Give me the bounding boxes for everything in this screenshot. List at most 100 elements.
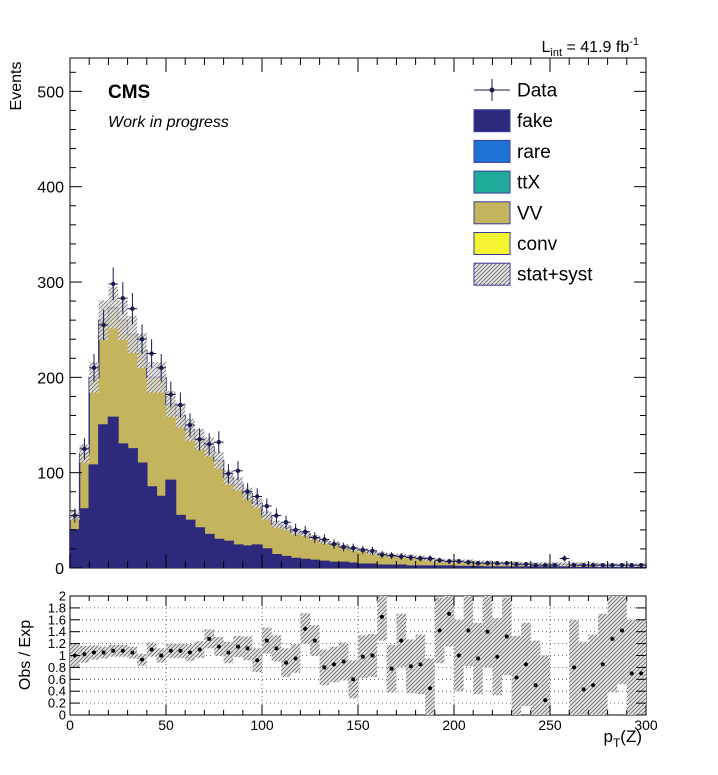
main-axes: 0 100 200 300 400 500 [37,58,647,578]
data-point [619,562,625,568]
ratio-point [380,614,384,619]
vv-bar [415,557,426,567]
band-segment [271,520,282,528]
fake-bar [127,448,138,568]
data-point [456,559,461,564]
vv-bar [137,350,148,464]
x-tick-label: 100 [250,717,274,733]
fake-bar [175,515,186,568]
data-point [591,562,596,568]
band-segment [118,300,128,340]
ratio-point [332,662,336,667]
experiment-label: CMS [108,82,150,103]
luminosity-label: Lint = 41.9 fb-1 [542,36,639,59]
data-point [610,562,615,568]
data-point [197,437,202,442]
ratio-point [207,636,212,641]
vv-bar [406,556,416,567]
legend-label: conv [517,234,558,255]
data-point [101,322,106,328]
band-segment [146,362,157,393]
ratio-point [255,658,260,663]
vv-bar [242,493,253,547]
data-point [130,306,135,311]
ratio-point [360,654,365,659]
vv-bar [338,546,349,563]
legend-label: fake [517,111,553,132]
fake-bar [463,566,474,568]
ratio-band-segment [588,634,598,715]
fake-bar [156,496,167,568]
ratio-point [226,650,231,655]
legend-label: VV [517,203,543,224]
ratio-point [447,611,452,616]
ratio-axes: 00.20.40.60.811.21.41.61.82 0 50 100 150 200 2… [48,589,658,734]
fake-bar [137,463,148,568]
vv-bar [233,484,244,546]
fake-bar [185,520,196,568]
x-tick-label: 250 [538,717,562,733]
fake-bar [233,545,244,568]
ratio-y-tick-label: 1.4 [48,624,66,639]
ratio-point [476,656,480,661]
band-segment [108,286,118,329]
data-point [485,561,490,566]
vv-bar [262,515,272,549]
ratio-point [428,686,432,691]
data-point [235,468,241,473]
data-point [331,541,337,547]
fake-bar [300,559,311,568]
ratio-band-segment [578,641,589,715]
ratio-point [92,650,96,655]
fake-bar [118,444,128,568]
ratio-y-tick-label: 0.8 [48,660,66,675]
ratio-point [620,628,624,633]
y-tick-label: 200 [37,370,64,387]
x-tick-label: 300 [634,717,658,733]
vv-bar [377,553,388,566]
band-segment [559,562,570,567]
legend-label: Data [517,81,558,102]
ratio-point [101,650,106,655]
data-point [379,552,385,557]
fake-bar [204,534,215,568]
fake-bar [194,527,205,568]
vv-bar [194,439,205,528]
vv-bar [204,446,215,535]
data-point [495,561,500,566]
fake-bar [89,465,100,568]
fake-bar [425,566,436,568]
vv-bar [367,552,378,565]
data-point [72,513,78,518]
vv-bar [319,541,330,562]
y-tick-label: 400 [37,180,64,197]
ratio-point [437,628,442,633]
fake-bar [358,564,368,568]
vv-bar [454,561,464,567]
y-tick-label: 300 [37,275,64,292]
data-point [639,562,644,568]
fake-bar [329,562,340,568]
ratio-point [418,662,423,667]
data-point [216,439,221,445]
vv-bar [146,377,157,487]
ratio-band-segment [626,619,637,715]
fake-bar [281,556,292,568]
ratio-point [322,665,327,670]
data-point [111,281,116,287]
ratio-y-tick-label: 0 [59,708,66,723]
data-point [312,535,317,540]
data-point [149,351,154,356]
data-point [283,520,289,525]
vv-bar [175,415,186,516]
ratio-point [216,644,221,649]
ratio-point [312,638,317,643]
band-segment [233,477,243,491]
fake-bar [290,558,301,568]
data-point [571,562,577,568]
vv-bar [89,377,100,466]
ratio-point [485,629,490,634]
data-point [91,365,97,371]
vv-bar [223,477,234,542]
ratio-point [188,650,192,655]
